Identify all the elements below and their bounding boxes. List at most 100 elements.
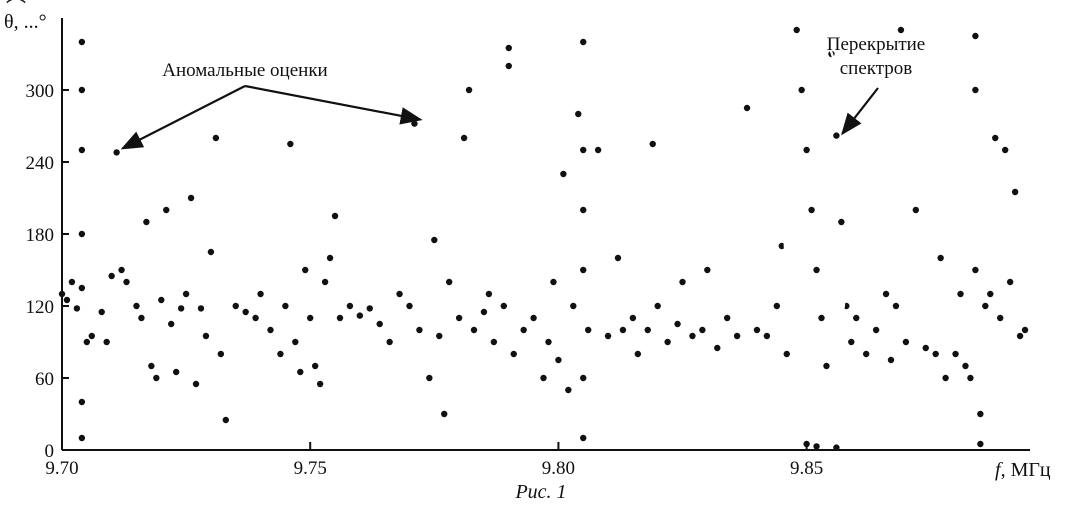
data-point: [212, 134, 220, 142]
data-point: [222, 416, 230, 424]
data-point: [446, 278, 453, 286]
annotation-arrow: [841, 87, 879, 136]
y-axis-unit: , ...°: [14, 11, 47, 33]
y-tick-label: 120: [26, 297, 55, 318]
y-tick-label: 180: [26, 225, 55, 246]
data-point: [113, 149, 120, 156]
y-tick-label: 300: [26, 81, 55, 102]
data-point: [664, 338, 671, 346]
data-point: [297, 368, 304, 376]
data-point: [570, 302, 577, 310]
data-point: [386, 338, 393, 346]
data-point: [436, 332, 443, 340]
data-point: [282, 302, 289, 310]
data-point: [892, 302, 900, 310]
data-point: [942, 374, 949, 382]
y-axis-symbol: θ: [4, 11, 14, 33]
x-tick-label: 9.85: [790, 458, 823, 479]
data-point: [1016, 332, 1024, 340]
data-point: [202, 332, 210, 340]
data-point: [163, 206, 170, 214]
overlap-ellipse: [783, 31, 851, 389]
data-point: [580, 206, 587, 214]
data-point: [520, 326, 527, 334]
annotation-arrow: [244, 84, 423, 125]
data-point: [78, 146, 86, 154]
data-point: [654, 302, 661, 310]
data-point: [78, 230, 86, 238]
data-point: [629, 314, 637, 322]
x-tick-label: 9.70: [45, 458, 78, 479]
x-axis-symbol: f: [995, 459, 1003, 481]
data-point: [848, 338, 855, 346]
annotation-line: Перекрытие: [827, 34, 926, 55]
data-point: [778, 242, 785, 250]
data-point: [68, 278, 76, 286]
data-point: [937, 254, 944, 262]
data-point: [311, 362, 319, 370]
data-point: [346, 302, 354, 310]
data-point: [78, 38, 86, 46]
data-point: [957, 290, 964, 298]
data-point: [798, 86, 805, 94]
data-point: [689, 332, 696, 340]
data-point: [73, 305, 81, 312]
data-point: [83, 338, 91, 346]
data-point: [997, 314, 1004, 322]
data-point: [530, 314, 537, 322]
data-point: [331, 212, 339, 220]
x-tick-label: 9.80: [542, 458, 575, 479]
data-point: [823, 362, 830, 370]
data-point: [674, 320, 681, 328]
annotation-anomalous-estimates: Аномальные оценки: [162, 60, 327, 81]
data-point: [723, 314, 731, 322]
data-point: [783, 350, 790, 358]
data-point: [972, 32, 979, 40]
data-point: [108, 272, 115, 280]
data-point: [1011, 188, 1019, 196]
y-axis-title: θ, ...°: [4, 11, 47, 33]
data-point: [257, 290, 264, 298]
data-point: [838, 218, 845, 226]
points-layer: [58, 26, 1029, 451]
data-point: [172, 368, 180, 376]
data-point: [952, 350, 959, 358]
data-point: [743, 104, 751, 112]
data-point: [505, 44, 512, 52]
data-point: [649, 140, 656, 148]
data-point: [366, 305, 373, 312]
data-point: [580, 266, 587, 274]
data-point: [644, 326, 651, 334]
data-point: [555, 356, 562, 364]
data-point: [133, 302, 140, 310]
data-point: [510, 350, 517, 358]
data-point: [465, 86, 473, 94]
data-point: [460, 134, 468, 142]
data-point: [416, 326, 423, 334]
data-point: [887, 356, 895, 364]
data-point: [982, 302, 989, 310]
data-point: [704, 266, 711, 274]
data-point: [78, 398, 86, 406]
data-point: [580, 38, 587, 46]
figure-caption: Рис. 1: [514, 481, 566, 503]
data-point: [326, 254, 334, 262]
data-point: [813, 266, 820, 274]
data-point: [977, 410, 984, 418]
data-point: [455, 314, 463, 322]
data-point: [78, 434, 86, 442]
data-point: [1021, 326, 1029, 334]
data-point: [396, 290, 403, 298]
data-point: [242, 308, 249, 316]
data-point: [575, 110, 582, 118]
data-point: [967, 374, 974, 382]
data-point: [763, 332, 771, 340]
data-point: [962, 362, 969, 370]
x-tick-label: 9.75: [294, 458, 327, 479]
data-point: [540, 374, 547, 382]
data-point: [78, 86, 86, 94]
data-point: [88, 332, 95, 340]
data-point: [634, 350, 642, 358]
data-point: [287, 140, 294, 148]
data-point: [972, 266, 979, 274]
